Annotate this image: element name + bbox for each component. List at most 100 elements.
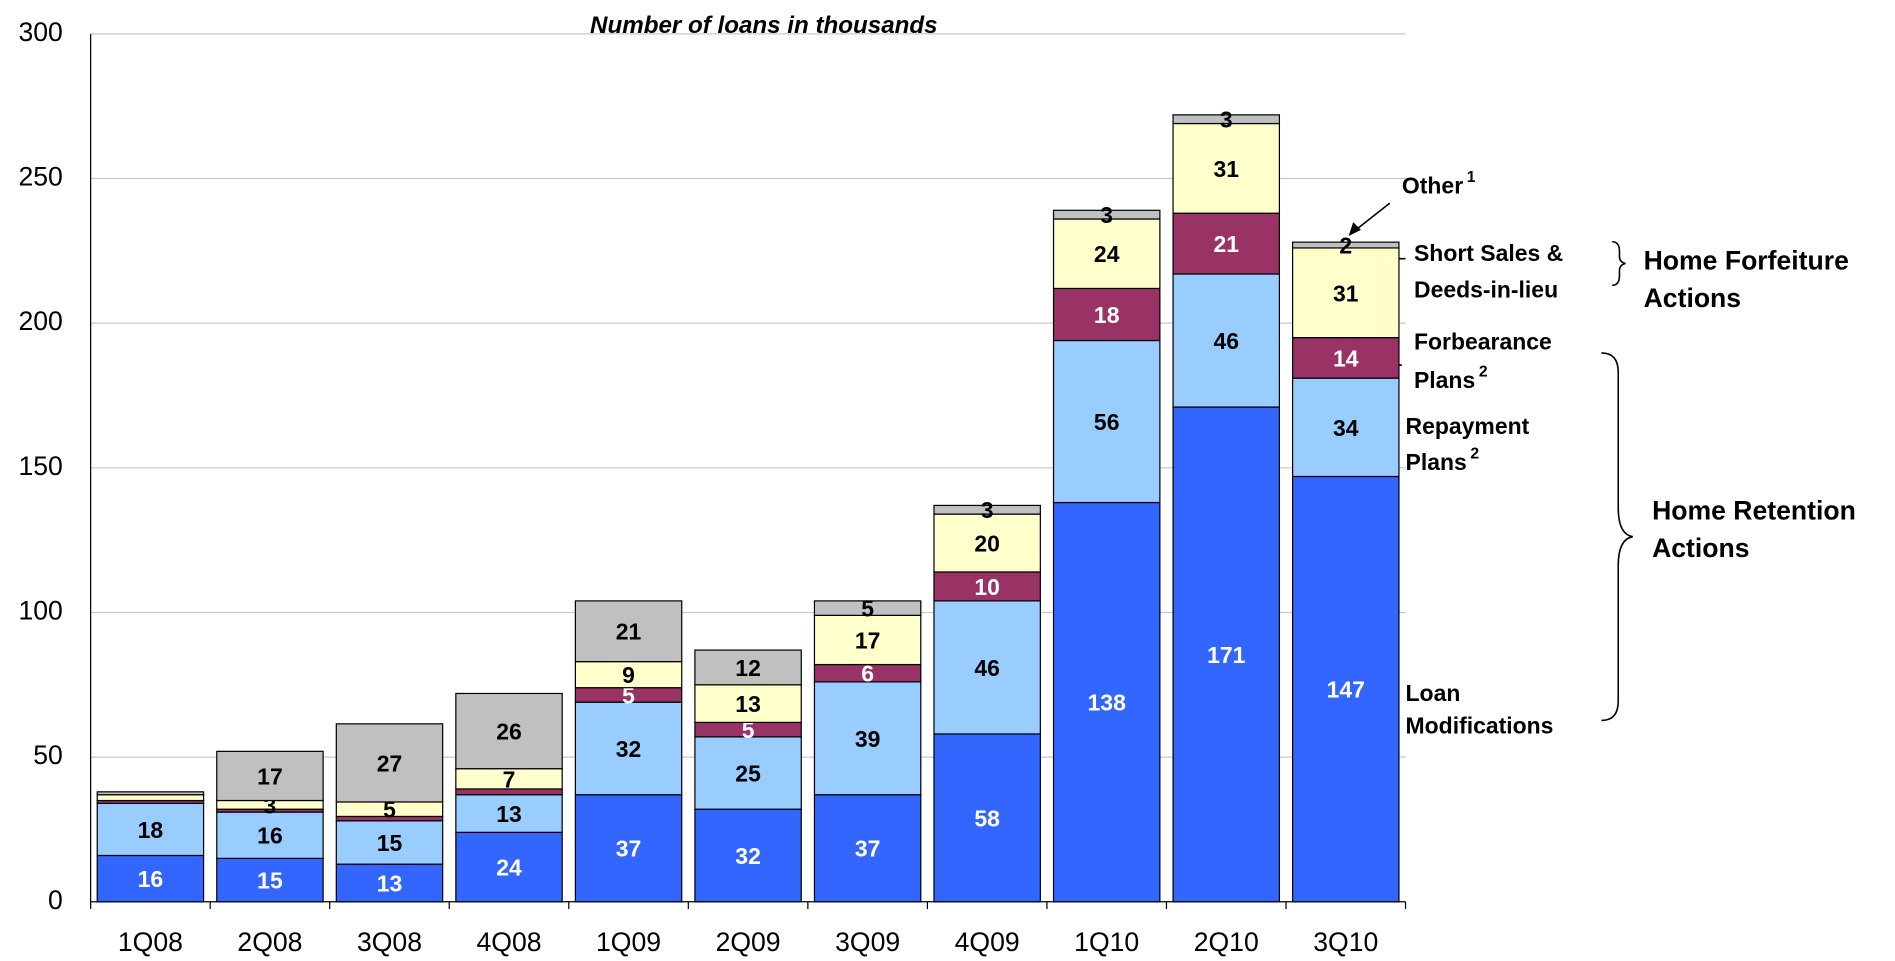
bar-segment: [335, 723, 444, 803]
legend-label: Short Sales & Deeds-in-lieu: [1414, 240, 1570, 302]
bar-segment: [216, 750, 324, 802]
data-label: 3: [1100, 202, 1113, 228]
data-label: 16: [138, 866, 164, 892]
x-tick-label: 2Q09: [716, 927, 781, 957]
data-label: 15: [257, 868, 283, 894]
data-label: 37: [616, 836, 642, 862]
data-label: 5: [622, 682, 635, 708]
data-label: 37: [855, 836, 881, 862]
data-label: 17: [257, 763, 283, 789]
bar-segment: [813, 794, 922, 903]
data-label: 24: [1094, 241, 1120, 267]
bar-segment: [1052, 287, 1161, 342]
bar-segment: [1172, 114, 1281, 125]
data-label: 16: [257, 823, 283, 849]
data-label: 6: [861, 661, 874, 687]
data-label: 14: [1333, 345, 1359, 371]
data-label: 10: [974, 574, 1000, 600]
data-label: 18: [1094, 302, 1120, 328]
x-tick-label: 3Q10: [1313, 927, 1378, 957]
bar-segment: [933, 571, 1041, 602]
bar-segment: [1052, 209, 1161, 220]
data-label: 31: [1333, 280, 1359, 306]
bar-segment: [1172, 122, 1281, 214]
legend-label: Loan Modifications: [1406, 680, 1554, 739]
bar-segment: [933, 733, 1041, 903]
bar-segment: [1172, 273, 1281, 408]
y-tick-label: 100: [18, 595, 62, 625]
bar-segment: [813, 681, 922, 796]
data-label: 3: [1220, 107, 1233, 133]
bar-segment: [96, 794, 205, 802]
data-label: 13: [735, 691, 761, 717]
x-tick-label: 4Q08: [477, 927, 542, 957]
x-tick-label: 3Q09: [835, 927, 900, 957]
legend-label: Other: [1402, 172, 1463, 198]
bar-segment: [694, 649, 802, 686]
x-tick-label: 2Q08: [237, 927, 302, 957]
bar-segment: [216, 811, 324, 859]
x-tick-label: 2Q10: [1194, 927, 1259, 957]
bar-segment: [933, 504, 1041, 515]
bar-segment: [694, 808, 802, 903]
data-label: 18: [138, 817, 164, 843]
data-label: 147: [1327, 677, 1365, 703]
bar-segment: [455, 692, 563, 770]
data-label: 27: [377, 750, 403, 776]
data-label: 5: [742, 717, 755, 743]
data-label: 32: [735, 843, 761, 869]
data-label: 13: [377, 870, 403, 896]
footnote-marker: 1: [1467, 169, 1476, 186]
bar-segment: [933, 513, 1041, 573]
bar-segment: [1291, 241, 1400, 249]
y-tick-label: 150: [18, 451, 62, 481]
y-tick-label: 200: [18, 306, 62, 336]
x-tick-label: 1Q10: [1074, 927, 1139, 957]
data-label: 12: [735, 655, 761, 681]
bar-segment: [1052, 501, 1161, 903]
data-label: 9: [622, 662, 635, 688]
bar-segment: [813, 600, 922, 616]
bar-segment: [335, 863, 444, 903]
group-label: Home Retention Actions: [1652, 496, 1863, 563]
data-label: 20: [974, 531, 1000, 557]
data-label: 17: [855, 627, 881, 653]
data-label: 21: [616, 619, 642, 645]
data-label: 56: [1094, 409, 1120, 435]
x-tick-label: 3Q08: [357, 927, 422, 957]
data-label: 46: [974, 655, 1000, 681]
bar-segment: [455, 831, 563, 903]
bar-segment: [933, 600, 1041, 735]
bar-segment: [1291, 377, 1400, 478]
bar-segment: [96, 854, 205, 903]
data-label: 15: [377, 830, 403, 856]
data-label: 21: [1213, 231, 1239, 257]
bar-segment: [1172, 406, 1281, 903]
data-label: 25: [735, 761, 761, 787]
y-tick-label: 50: [33, 740, 63, 770]
data-label: 39: [855, 726, 881, 752]
bar-segment: [335, 820, 444, 865]
chart-title: Number of loans in thousands: [590, 12, 938, 39]
footnote-marker: 2: [1479, 363, 1488, 380]
bar-segment: [694, 684, 802, 724]
data-label: 24: [496, 855, 522, 881]
data-label: 34: [1333, 415, 1359, 441]
data-label: 46: [1213, 328, 1239, 354]
legend-label: Repayment Plans: [1406, 413, 1536, 475]
data-label: 3: [981, 497, 994, 523]
data-label: 13: [496, 801, 522, 827]
bar-segment: [96, 791, 205, 796]
footnote-marker: 2: [1470, 446, 1479, 463]
data-label: 7: [503, 766, 516, 792]
bar-segment: [1052, 339, 1161, 504]
x-tick-label: 4Q09: [955, 927, 1020, 957]
bar-segment: [1291, 475, 1400, 903]
x-tick-label: 1Q09: [596, 927, 661, 957]
bar-segment: [455, 794, 563, 833]
bar-segment: [574, 701, 683, 796]
legend-label: Forbearance Plans: [1414, 328, 1558, 393]
bar-segment: [694, 736, 802, 810]
